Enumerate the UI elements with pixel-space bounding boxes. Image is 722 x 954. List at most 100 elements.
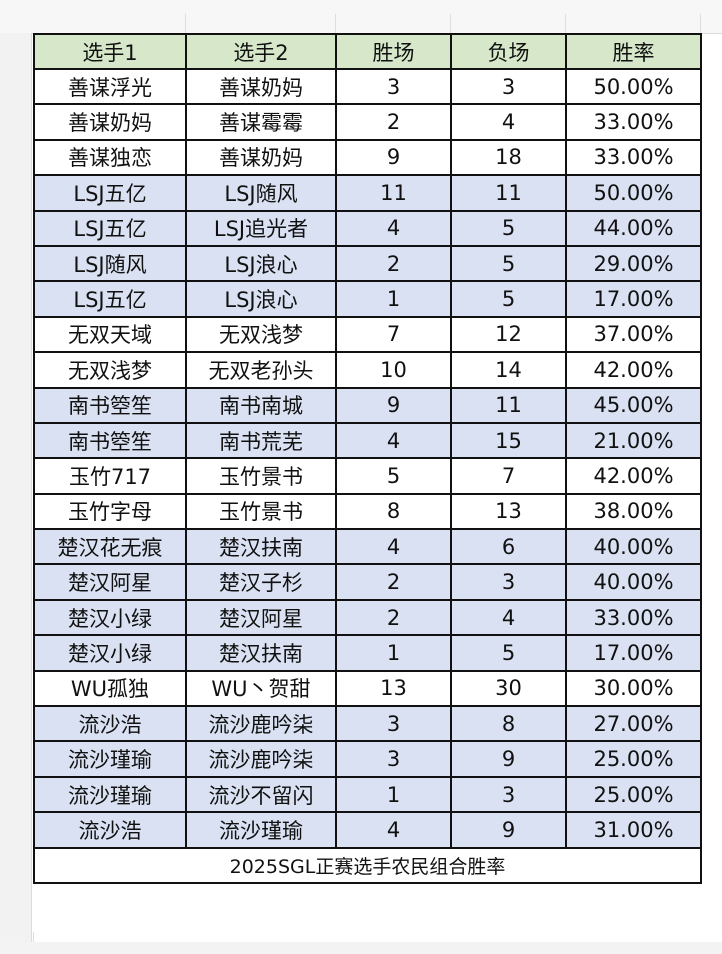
cell-player2[interactable]: WU丶贺甜 — [185, 669, 337, 708]
cell-win-rate[interactable]: 27.00% — [565, 705, 702, 743]
cell-player2[interactable]: LSJ浪心 — [185, 244, 337, 283]
cell-player2[interactable]: 流沙不留闪 — [185, 775, 337, 814]
cell-win-rate[interactable]: 40.00% — [565, 563, 702, 601]
cell-player2[interactable]: LSJ追光者 — [185, 209, 337, 247]
cell-win-rate[interactable]: 25.00% — [565, 775, 702, 814]
cell-player2[interactable]: 流沙鹿吟柒 — [185, 705, 337, 743]
cell-losses[interactable]: 8 — [450, 705, 567, 743]
cell-losses[interactable]: 18 — [450, 138, 567, 177]
cell-player2[interactable]: 善谋奶妈 — [185, 138, 337, 177]
cell-player2[interactable]: 南书荒芜 — [185, 421, 337, 460]
cell-win-rate[interactable]: 38.00% — [565, 492, 702, 531]
cell-win-rate[interactable]: 45.00% — [565, 386, 702, 424]
cell-player2[interactable]: 善谋霉霉 — [185, 103, 337, 141]
cell-losses[interactable]: 5 — [450, 244, 567, 283]
cell-player1[interactable]: 玉竹字母 — [33, 492, 187, 531]
cell-win-rate[interactable]: 33.00% — [565, 598, 702, 637]
table-caption[interactable]: 2025SGL正赛选手农民组合胜率 — [33, 846, 702, 884]
cell-player2[interactable]: 楚汉扶南 — [185, 634, 337, 672]
cell-win-rate[interactable]: 37.00% — [565, 315, 702, 354]
cell-wins[interactable]: 4 — [335, 528, 452, 566]
cell-losses[interactable]: 3 — [450, 563, 567, 601]
cell-wins[interactable]: 5 — [335, 457, 452, 495]
cell-losses[interactable]: 3 — [450, 67, 567, 106]
cell-player1[interactable]: 流沙瑾瑜 — [33, 775, 187, 814]
cell-win-rate[interactable]: 42.00% — [565, 351, 702, 389]
cell-losses[interactable]: 5 — [450, 209, 567, 247]
cell-win-rate[interactable]: 31.00% — [565, 811, 702, 849]
cell-win-rate[interactable]: 42.00% — [565, 457, 702, 495]
cell-wins[interactable]: 2 — [335, 563, 452, 601]
cell-player2[interactable]: 无双老孙头 — [185, 351, 337, 389]
cell-win-rate[interactable]: 29.00% — [565, 244, 702, 283]
cell-player1[interactable]: 无双天域 — [33, 315, 187, 354]
cell-player2[interactable]: 楚汉扶南 — [185, 528, 337, 566]
cell-win-rate[interactable]: 30.00% — [565, 669, 702, 708]
cell-losses[interactable]: 7 — [450, 457, 567, 495]
cell-losses[interactable]: 12 — [450, 315, 567, 354]
cell-losses[interactable]: 14 — [450, 351, 567, 389]
cell-wins[interactable]: 9 — [335, 138, 452, 177]
cell-wins[interactable]: 1 — [335, 280, 452, 318]
cell-wins[interactable]: 1 — [335, 634, 452, 672]
cell-player1[interactable]: 玉竹717 — [33, 457, 187, 495]
header-player2[interactable]: 选手2 — [185, 33, 337, 70]
cell-player2[interactable]: 玉竹景书 — [185, 492, 337, 531]
cell-win-rate[interactable]: 50.00% — [565, 67, 702, 106]
cell-wins[interactable]: 2 — [335, 598, 452, 637]
cell-player1[interactable]: 南书箜笙 — [33, 421, 187, 460]
cell-player1[interactable]: 楚汉小绿 — [33, 598, 187, 637]
cell-losses[interactable]: 15 — [450, 421, 567, 460]
cell-wins[interactable]: 4 — [335, 811, 452, 849]
cell-player2[interactable]: LSJ随风 — [185, 174, 337, 212]
cell-losses[interactable]: 3 — [450, 775, 567, 814]
cell-wins[interactable]: 13 — [335, 669, 452, 708]
cell-wins[interactable]: 7 — [335, 315, 452, 354]
cell-player2[interactable]: 善谋奶妈 — [185, 67, 337, 106]
cell-losses[interactable]: 30 — [450, 669, 567, 708]
cell-wins[interactable]: 8 — [335, 492, 452, 531]
cell-losses[interactable]: 11 — [450, 174, 567, 212]
cell-win-rate[interactable]: 44.00% — [565, 209, 702, 247]
header-losses[interactable]: 负场 — [450, 33, 567, 70]
cell-player1[interactable]: 南书箜笙 — [33, 386, 187, 424]
cell-wins[interactable]: 2 — [335, 103, 452, 141]
header-win-rate[interactable]: 胜率 — [565, 33, 702, 70]
header-wins[interactable]: 胜场 — [335, 33, 452, 70]
cell-player1[interactable]: 楚汉阿星 — [33, 563, 187, 601]
cell-player2[interactable]: 楚汉阿星 — [185, 598, 337, 637]
cell-player1[interactable]: 楚汉花无痕 — [33, 528, 187, 566]
cell-player1[interactable]: LSJ五亿 — [33, 174, 187, 212]
cell-player1[interactable]: 流沙浩 — [33, 811, 187, 849]
cell-wins[interactable]: 3 — [335, 705, 452, 743]
cell-losses[interactable]: 5 — [450, 634, 567, 672]
cell-player1[interactable]: 楚汉小绿 — [33, 634, 187, 672]
cell-win-rate[interactable]: 21.00% — [565, 421, 702, 460]
cell-wins[interactable]: 3 — [335, 67, 452, 106]
cell-player2[interactable]: 玉竹景书 — [185, 457, 337, 495]
cell-win-rate[interactable]: 17.00% — [565, 634, 702, 672]
cell-losses[interactable]: 4 — [450, 103, 567, 141]
cell-player1[interactable]: 善谋浮光 — [33, 67, 187, 106]
cell-wins[interactable]: 10 — [335, 351, 452, 389]
cell-player2[interactable]: LSJ浪心 — [185, 280, 337, 318]
cell-losses[interactable]: 9 — [450, 811, 567, 849]
cell-win-rate[interactable]: 40.00% — [565, 528, 702, 566]
cell-player1[interactable]: 善谋独恋 — [33, 138, 187, 177]
cell-wins[interactable]: 11 — [335, 174, 452, 212]
header-player1[interactable]: 选手1 — [33, 33, 187, 70]
cell-win-rate[interactable]: 25.00% — [565, 740, 702, 778]
cell-player2[interactable]: 无双浅梦 — [185, 315, 337, 354]
cell-losses[interactable]: 9 — [450, 740, 567, 778]
cell-losses[interactable]: 4 — [450, 598, 567, 637]
cell-wins[interactable]: 4 — [335, 209, 452, 247]
cell-player1[interactable]: LSJ五亿 — [33, 280, 187, 318]
cell-losses[interactable]: 5 — [450, 280, 567, 318]
cell-losses[interactable]: 11 — [450, 386, 567, 424]
cell-player1[interactable]: WU孤独 — [33, 669, 187, 708]
cell-wins[interactable]: 4 — [335, 421, 452, 460]
cell-win-rate[interactable]: 17.00% — [565, 280, 702, 318]
cell-player1[interactable]: 流沙浩 — [33, 705, 187, 743]
cell-player1[interactable]: 流沙瑾瑜 — [33, 740, 187, 778]
cell-player1[interactable]: 无双浅梦 — [33, 351, 187, 389]
